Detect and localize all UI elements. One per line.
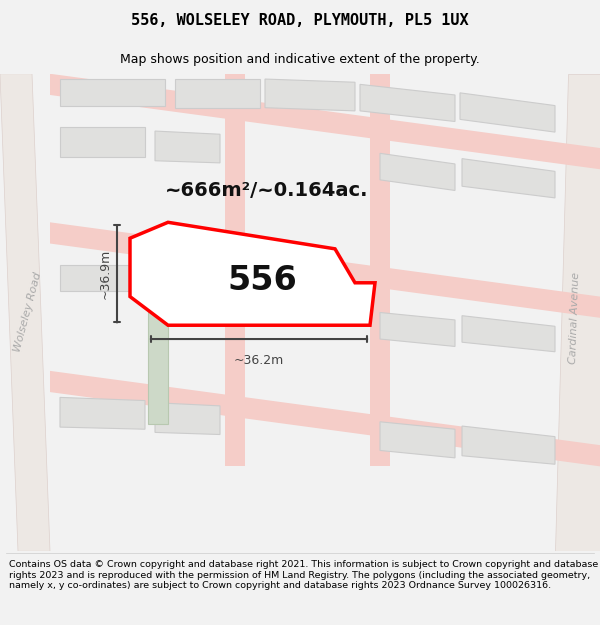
Polygon shape bbox=[60, 79, 165, 106]
Polygon shape bbox=[462, 426, 555, 464]
Polygon shape bbox=[60, 398, 145, 429]
Polygon shape bbox=[175, 79, 260, 107]
Text: 556: 556 bbox=[227, 264, 297, 297]
Text: Wolseley Road: Wolseley Road bbox=[13, 271, 43, 354]
Text: ~36.2m: ~36.2m bbox=[234, 354, 284, 367]
Text: Contains OS data © Crown copyright and database right 2021. This information is : Contains OS data © Crown copyright and d… bbox=[9, 560, 598, 590]
Polygon shape bbox=[130, 222, 375, 325]
Polygon shape bbox=[155, 131, 220, 163]
Text: Cardinal Avenue: Cardinal Avenue bbox=[568, 272, 581, 364]
Polygon shape bbox=[60, 127, 145, 156]
Polygon shape bbox=[380, 312, 455, 346]
Polygon shape bbox=[155, 402, 220, 434]
Polygon shape bbox=[50, 74, 600, 169]
Polygon shape bbox=[60, 265, 130, 291]
Polygon shape bbox=[225, 74, 245, 466]
Text: Map shows position and indicative extent of the property.: Map shows position and indicative extent… bbox=[120, 53, 480, 66]
Polygon shape bbox=[50, 371, 600, 466]
Polygon shape bbox=[265, 79, 355, 111]
Polygon shape bbox=[50, 222, 600, 318]
Polygon shape bbox=[380, 422, 455, 458]
Polygon shape bbox=[148, 286, 168, 424]
Polygon shape bbox=[370, 74, 390, 466]
Polygon shape bbox=[462, 316, 555, 352]
Polygon shape bbox=[360, 84, 455, 121]
Polygon shape bbox=[462, 159, 555, 198]
Polygon shape bbox=[380, 153, 455, 191]
Text: ~36.9m: ~36.9m bbox=[99, 249, 112, 299]
Text: ~666m²/~0.164ac.: ~666m²/~0.164ac. bbox=[165, 181, 368, 200]
Polygon shape bbox=[555, 74, 600, 551]
Polygon shape bbox=[0, 74, 50, 551]
Polygon shape bbox=[460, 93, 555, 132]
Text: 556, WOLSELEY ROAD, PLYMOUTH, PL5 1UX: 556, WOLSELEY ROAD, PLYMOUTH, PL5 1UX bbox=[131, 13, 469, 28]
